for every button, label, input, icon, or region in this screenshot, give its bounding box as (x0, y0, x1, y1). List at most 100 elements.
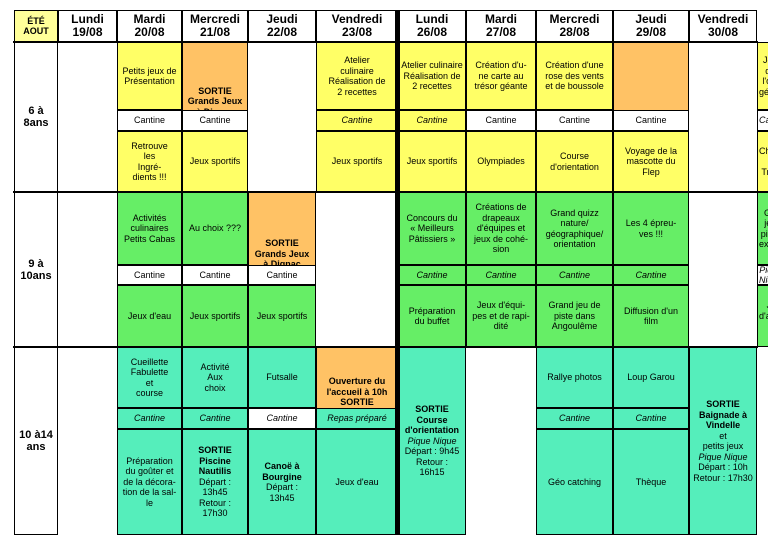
cell-text-line: Cueillette (130, 356, 169, 367)
activity-cell: Atelier culinaire Réalisation de 2 recette… (316, 42, 398, 110)
cell-text-line: du buffet (414, 316, 450, 326)
cell-text-line: Jeux sportifs (256, 310, 308, 321)
cell-text-line: SORTIE (265, 238, 299, 248)
activity-cell: Rallye photos (536, 347, 613, 408)
cell-text-line: Grand quizz (550, 207, 599, 218)
activity-cell: Cantine (316, 110, 398, 131)
cell-text-line: Cantine (416, 115, 448, 126)
cell-text-line: et (145, 377, 154, 388)
cell-text-line: Petits Cabas (123, 233, 176, 244)
cell-text-line: Départ : (198, 476, 231, 487)
cell-text-line: Réalisation de (328, 76, 386, 86)
group-divider (13, 41, 758, 43)
cell-text-line: Ouverture du (328, 376, 386, 386)
activity-cell: Grand quizz nature/géographique/orientat… (536, 192, 613, 265)
cell-text-line: 28/08 (559, 25, 590, 39)
cell-text-line: Nautilis (198, 466, 232, 477)
cell-text-line: Vindelle (705, 420, 741, 430)
cell-text-line: Départ : 10h (698, 462, 748, 472)
cell-text-line: Course (559, 151, 589, 161)
activity-cell: Atelier culinaire Réalisation de 2 recett… (398, 42, 466, 110)
activity-cell: Cantine (248, 265, 316, 285)
activity-cell: Cantine (117, 265, 182, 285)
activity-cell: Jeux sportifs (398, 131, 466, 192)
cell-text-line: Jeudi (635, 12, 667, 26)
cell-text-line: Ingré- (137, 161, 162, 172)
age-group-label: 9 à 10ans (14, 192, 58, 347)
week-divider (395, 10, 400, 535)
cell-text-line: Atelier (344, 55, 370, 65)
cell-text-line: piste en (760, 228, 768, 239)
cell-text-line: Cantine (199, 269, 231, 280)
cell-text-line: Jeux d'eau (127, 310, 172, 321)
cell-text-line: 20/08 (134, 25, 165, 39)
cell-text-line: d'orientation (550, 161, 599, 172)
activity-cell: Jeu de l'oiegéant (757, 42, 768, 110)
cell-text-line: Baignade à (698, 409, 747, 420)
cell-text-line: 13h45 (269, 492, 295, 503)
cell-text-line: 29/08 (635, 25, 667, 39)
activity-cell: Chasse au Trésor (757, 131, 768, 192)
cell-text-line: Futsalle (266, 372, 298, 383)
activity-cell: Diffusion d'un film (613, 285, 689, 347)
cell-text-line: Pique Nique (407, 435, 457, 446)
cell-text-line: Olympiades (477, 156, 525, 167)
cell-text-line: SORTIE (706, 399, 740, 409)
activity-cell: Création d'une rose des vents et de bousso… (536, 42, 613, 110)
cell-text-line: Activité (200, 361, 230, 372)
cell-text-line: d'orientation (404, 425, 460, 436)
cell-text-line: Concours du (406, 212, 458, 223)
cell-text-line: ne carte au (478, 70, 524, 81)
cell-text-line: 17h30 (202, 508, 228, 519)
activity-cell: SORTIE Baignade à Vindelle et petits jeux P… (689, 347, 757, 535)
cell-text-line: à Dignac (263, 259, 301, 269)
activity-cell: Cantine (182, 408, 248, 429)
cell-text-line: Grands Jeux (254, 248, 310, 259)
cell-text-line: Mardi (484, 12, 517, 26)
group-divider (13, 346, 758, 348)
day-header: Mercredi 21/08 (182, 10, 248, 42)
cell-text-line: course (135, 388, 163, 398)
cell-text-line: 27/08 (485, 25, 517, 39)
activity-cell: Cantine (536, 408, 613, 429)
cell-text-line: Loup Garou (627, 372, 675, 383)
cell-text-line: Géo catching (547, 476, 602, 487)
cell-text-line: Cantine (558, 115, 591, 126)
activity-cell: Futsalle (248, 347, 316, 408)
cell-text-line: Course (416, 414, 448, 425)
cell-text-line: 23/08 (341, 25, 373, 39)
cell-text-line: SORTIE (198, 445, 232, 456)
cell-text-line: du goûter et (125, 466, 174, 477)
activity-cell: Grand jeu de piste dans Angoulême (536, 285, 613, 347)
cell-text-line: pes et de rapi- (472, 310, 530, 321)
cell-text-line: Jeux sportifs (189, 156, 241, 167)
cell-text-line: 19/08 (72, 25, 103, 39)
activity-cell: Cueillette Fabulette et course (117, 347, 182, 408)
activity-cell: Cantine (248, 408, 316, 429)
cell-text-line: géant (759, 86, 768, 97)
cell-text-line: Pique Nique (759, 265, 768, 285)
cell-text-line: Départ : (265, 482, 298, 492)
activity-cell: Canoë à Bourgine Départ :13h45 (248, 429, 316, 535)
cell-text-line: Création d'u- (475, 60, 527, 71)
cell-text-line: Grand jeu de (764, 208, 768, 229)
activity-cell: Jeux sportifs (248, 285, 316, 347)
cell-text-line: Présentation (124, 76, 175, 86)
activity-cell: Concours du « Meilleurs Pâtissiers » (398, 192, 466, 265)
cell-text-line: Voyage de la (624, 145, 678, 156)
activity-cell: Géo catching (536, 429, 613, 535)
cell-text-line: SORTIE (340, 397, 374, 407)
cell-text-line: Chasse au (759, 145, 768, 156)
cell-text-line: l'accueil à 10h (326, 386, 388, 397)
activity-cell: Les 4 épreu-ves !!! (613, 192, 689, 265)
day-header: Lundi 26/08 (398, 10, 466, 42)
activity-cell: SORTIE Piscine Nautilis Départ :13h45 Retou… (182, 429, 248, 535)
cell-text-line: de la décora- (123, 476, 176, 487)
cell-text-line: Cantine (558, 413, 591, 424)
cell-text-line: Cantine (759, 115, 768, 126)
cell-text-line: Pique Nique (698, 451, 748, 462)
activity-cell: Cantine (613, 265, 689, 285)
cell-text-line: 26/08 (416, 25, 448, 39)
activity-cell: Petits jeux de Présentation (117, 42, 182, 110)
